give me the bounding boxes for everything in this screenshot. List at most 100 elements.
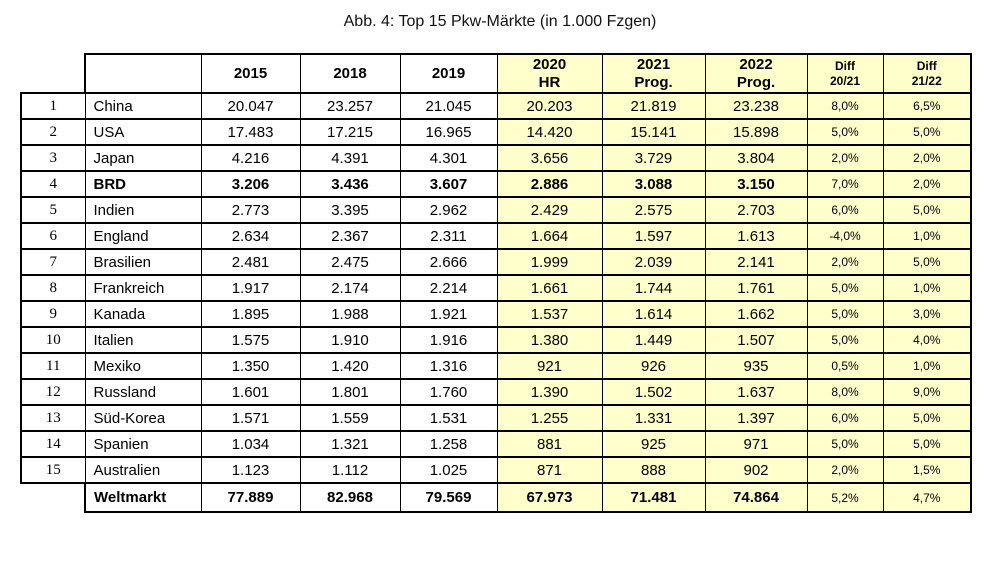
value-cell: 3.656 (496, 144, 603, 172)
table-row: 10 Italien 1.575 1.910 1.916 1.380 1.449 1.507 5… (20, 326, 972, 354)
country-cell: Brasilien (84, 248, 202, 276)
value-cell: 1.575 (200, 326, 301, 354)
value-cell: 871 (496, 456, 603, 484)
value-cell: 902 (704, 456, 808, 484)
header-row: 2015 2018 2019 2020 HR 2021 Prog. 2022 Prog. Diff… (21, 53, 972, 94)
value-cell: 77.889 (200, 482, 301, 513)
diff-cell: 1,0% (882, 274, 972, 302)
value-cell: 15.898 (704, 118, 808, 146)
value-cell: 971 (704, 430, 808, 458)
rank-cell: 5 (20, 196, 86, 224)
value-cell: 2.575 (601, 196, 706, 224)
diff-cell: 3,0% (882, 300, 972, 328)
country-cell: Mexiko (84, 352, 202, 380)
rank-cell: 8 (20, 274, 86, 302)
country-cell: USA (84, 118, 202, 146)
value-cell: 1.916 (399, 326, 498, 354)
country-cell: Australien (84, 456, 202, 484)
diff-cell: 6,0% (806, 404, 884, 432)
value-cell: 1.258 (399, 430, 498, 458)
header-cell-diff-20-21: Diff 20/21 (806, 53, 884, 94)
diff-cell: 5,0% (882, 248, 972, 276)
value-cell: 1.895 (200, 300, 301, 328)
value-cell: 2.039 (601, 248, 706, 276)
value-cell: 1.921 (399, 300, 498, 328)
value-cell: 935 (704, 352, 808, 380)
value-cell: 921 (496, 352, 603, 380)
value-cell: 71.481 (601, 482, 706, 513)
diff-cell: 5,0% (806, 326, 884, 354)
value-cell: 2.174 (299, 274, 401, 302)
value-cell: 1.321 (299, 430, 401, 458)
value-cell: 4.216 (200, 144, 301, 172)
table-row: 15 Australien 1.123 1.112 1.025 871 888 902 2,0%… (20, 456, 972, 484)
country-cell: Indien (84, 196, 202, 224)
figure-caption: Abb. 4: Top 15 Pkw-Märkte (in 1.000 Fzge… (343, 13, 657, 30)
value-cell: 1.571 (200, 404, 301, 432)
rank-cell: 2 (20, 118, 86, 146)
diff-cell: 8,0% (806, 378, 884, 406)
country-cell: Kanada (84, 300, 202, 328)
value-cell: 1.988 (299, 300, 401, 328)
header-cell-country (84, 53, 202, 94)
diff-cell: 5,0% (882, 430, 972, 458)
diff-cell: 8,0% (806, 92, 884, 120)
header-cell-2018: 2018 (299, 53, 401, 94)
value-cell: 888 (601, 456, 706, 484)
value-cell: 1.025 (399, 456, 498, 484)
value-cell: 79.569 (399, 482, 498, 513)
diff-cell: 5,0% (806, 300, 884, 328)
country-cell: Japan (84, 144, 202, 172)
country-cell: Spanien (84, 430, 202, 458)
value-cell: 1.744 (601, 274, 706, 302)
value-cell: 3.206 (200, 170, 301, 198)
car-markets-table: 2015 2018 2019 2020 HR 2021 Prog. 2022 Prog. Diff… (20, 53, 972, 513)
value-cell: 20.203 (496, 92, 603, 120)
value-cell: 1.999 (496, 248, 603, 276)
rank-cell: 15 (20, 456, 86, 484)
value-cell: 1.531 (399, 404, 498, 432)
value-cell: 4.301 (399, 144, 498, 172)
value-cell: 1.350 (200, 352, 301, 380)
value-cell: 1.390 (496, 378, 603, 406)
value-cell: 21.819 (601, 92, 706, 120)
diff-cell: 5,0% (806, 274, 884, 302)
value-cell: 1.420 (299, 352, 401, 380)
diff-cell: 5,0% (806, 118, 884, 146)
value-cell: 1.559 (299, 404, 401, 432)
diff-cell: 4,0% (882, 326, 972, 354)
value-cell: 2.214 (399, 274, 498, 302)
value-cell: 1.112 (299, 456, 401, 484)
value-cell: 3.729 (601, 144, 706, 172)
value-cell: 3.436 (299, 170, 401, 198)
value-cell: 17.483 (200, 118, 301, 146)
value-cell: 1.601 (200, 378, 301, 406)
rank-cell: 4 (20, 170, 86, 198)
diff-cell: 2,0% (882, 170, 972, 198)
value-cell: 1.537 (496, 300, 603, 328)
value-cell: 67.973 (496, 482, 603, 513)
value-cell: 1.801 (299, 378, 401, 406)
rank-cell: 7 (20, 248, 86, 276)
rank-cell: 11 (20, 352, 86, 380)
value-cell: 1.316 (399, 352, 498, 380)
table-row: 14 Spanien 1.034 1.321 1.258 881 925 971 5,0% 5,0… (20, 430, 972, 458)
value-cell: 82.968 (299, 482, 401, 513)
header-cell-2022-prog-: 2022 Prog. (704, 53, 808, 94)
diff-cell: 1,5% (882, 456, 972, 484)
value-cell: 2.886 (496, 170, 603, 198)
country-cell: Frankreich (84, 274, 202, 302)
value-cell: 2.773 (200, 196, 301, 224)
diff-cell: 7,0% (806, 170, 884, 198)
value-cell: 1.614 (601, 300, 706, 328)
rank-header-spacer (21, 54, 85, 93)
value-cell: 1.761 (704, 274, 808, 302)
value-cell: 2.962 (399, 196, 498, 224)
value-cell: 3.607 (399, 170, 498, 198)
value-cell: 2.475 (299, 248, 401, 276)
value-cell: 4.391 (299, 144, 401, 172)
value-cell: 881 (496, 430, 603, 458)
diff-cell: 5,0% (806, 430, 884, 458)
diff-cell: 5,0% (882, 196, 972, 224)
rank-cell: 6 (20, 222, 86, 250)
